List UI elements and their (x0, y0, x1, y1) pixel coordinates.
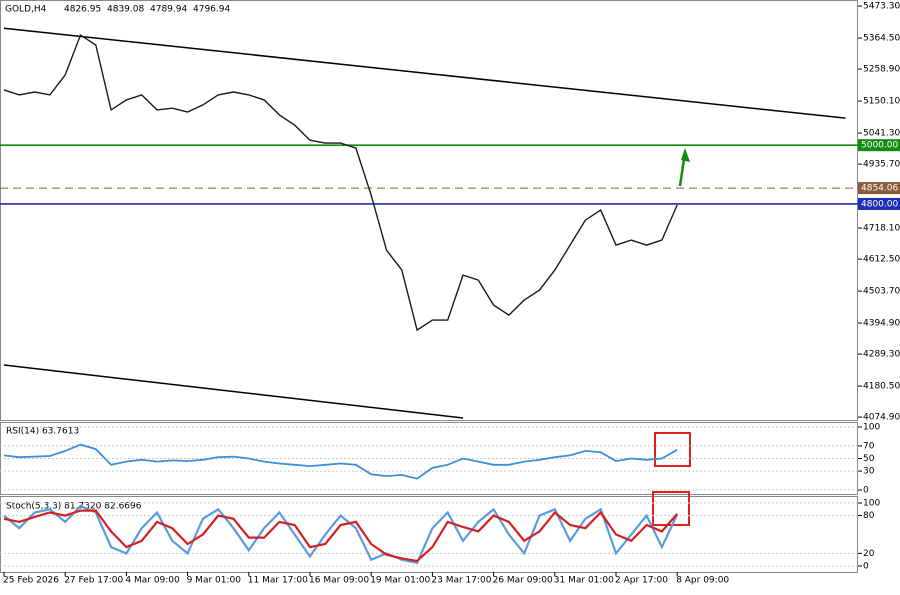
y-tick-label: 4074.90 (863, 413, 900, 423)
stoch-panel (0, 496, 858, 573)
arrow-head (681, 148, 690, 162)
x-tick-label: 11 Mar 17:00 (248, 576, 308, 586)
level-label: 5000.00 (861, 141, 898, 151)
x-tick-label: 27 Feb 17:00 (64, 576, 123, 586)
symbol: GOLD,H4 (5, 5, 47, 15)
ohlc-low: 4789.94 (150, 5, 187, 15)
stoch-title: Stoch(5,3,3) 81.7320 82.6696 (6, 502, 142, 512)
ohlc-high: 4839.08 (107, 5, 144, 15)
x-tick-label: 26 Mar 09:00 (493, 576, 553, 586)
y-tick-label: 5473.30 (863, 2, 900, 12)
ohlc-open: 4826.95 (64, 5, 101, 15)
y-tick-label: 30 (863, 467, 875, 477)
y-tick-label: 5258.90 (863, 65, 900, 75)
x-tick-label: 31 Mar 01:00 (554, 576, 614, 586)
y-tick-label: 100 (863, 499, 880, 509)
price-line (3, 504, 679, 565)
price-line (3, 443, 678, 480)
x-tick-label: 16 Mar 09:00 (309, 576, 369, 586)
main-panel (0, 0, 858, 421)
y-tick-label: 5364.50 (863, 34, 900, 44)
price-line (3, 509, 679, 563)
level-label: 4800.00 (861, 199, 898, 209)
x-tick-label: 2 Apr 17:00 (615, 576, 668, 586)
y-tick-label: 5150.10 (863, 97, 900, 107)
y-tick-label: 4503.70 (863, 287, 900, 297)
y-tick-label: 100 (863, 423, 880, 433)
y-tick-label: 0 (863, 562, 869, 572)
x-tick-label: 25 Feb 2026 (3, 576, 59, 586)
x-tick-label: 4 Mar 09:00 (125, 576, 180, 586)
y-tick-label: 4612.50 (863, 255, 900, 265)
highlight-box (654, 432, 691, 467)
rsi-title: RSI(14) 63.7613 (6, 427, 79, 437)
x-tick-label: 8 Apr 09:00 (676, 576, 729, 586)
level-label: 4854.06 (861, 184, 898, 194)
highlight-box (652, 491, 690, 526)
y-tick-label: 50 (863, 454, 875, 464)
price-line (3, 33, 678, 332)
y-tick-label: 4935.70 (863, 160, 900, 170)
level-label-box (858, 197, 900, 210)
y-tick-label: 80 (863, 511, 875, 521)
y-tick-label: 20 (863, 549, 875, 559)
y-tick-label: 4718.10 (863, 224, 900, 234)
trend-line (3, 364, 464, 419)
y-tick-label: 4289.30 (863, 350, 900, 360)
y-tick-label: 4180.50 (863, 382, 900, 392)
level-label-box (858, 182, 900, 195)
y-tick-label: 4394.90 (863, 319, 900, 329)
y-tick-label: 5041.30 (863, 129, 900, 139)
ohlc-close: 4796.94 (193, 5, 230, 15)
y-tick-label: 0 (863, 486, 869, 496)
x-tick-label: 19 Mar 01:00 (370, 576, 430, 586)
x-tick-label: 23 Mar 17:00 (431, 576, 491, 586)
trend-line (3, 27, 846, 119)
y-tick-label: 70 (863, 441, 875, 451)
level-label-box (858, 139, 900, 152)
x-tick-label: 9 Mar 01:00 (187, 576, 242, 586)
